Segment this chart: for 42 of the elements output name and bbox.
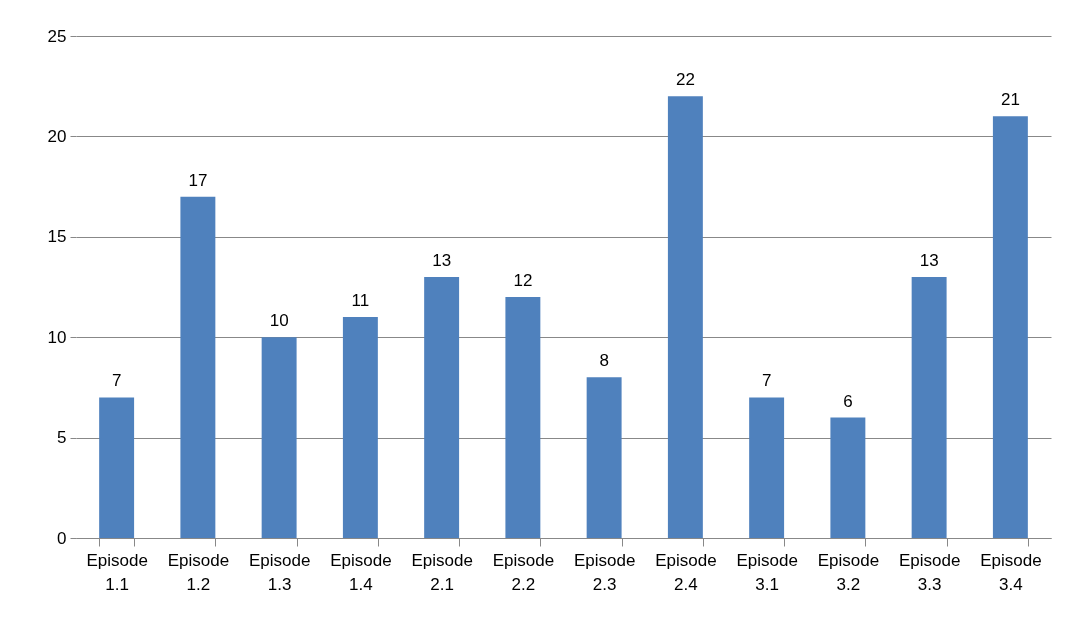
x-tick-label: Episode 1.2 <box>167 550 230 594</box>
x-tick-label: Episode 2.2 <box>492 550 555 594</box>
y-tick-label: 5 <box>57 428 67 448</box>
bar <box>586 377 622 538</box>
bar <box>749 397 785 538</box>
bar <box>505 297 541 538</box>
y-tick-label: 10 <box>47 327 67 347</box>
x-tick-label: Episode 3.3 <box>898 550 961 594</box>
bar <box>180 196 216 538</box>
x-tick-label: Episode 1.1 <box>86 550 148 594</box>
data-label: 11 <box>351 291 370 311</box>
data-label: 17 <box>188 170 208 190</box>
x-tick-label: Episode 2.1 <box>411 550 473 594</box>
data-label: 12 <box>513 271 533 291</box>
data-label: 6 <box>843 391 853 411</box>
y-tick-label: 0 <box>57 528 67 548</box>
data-label: 10 <box>269 311 289 331</box>
data-label: 22 <box>675 70 695 90</box>
x-tick-label: Episode 2.3 <box>573 550 636 594</box>
bar <box>667 96 703 538</box>
bar <box>342 317 378 538</box>
data-label: 8 <box>599 351 609 371</box>
y-tick-label: 15 <box>47 227 67 247</box>
bar <box>424 276 460 538</box>
x-tick-label: Episode 2.4 <box>655 550 717 594</box>
bar <box>911 276 947 538</box>
bar <box>261 337 297 538</box>
data-label: 13 <box>432 250 452 270</box>
y-tick-label: 25 <box>47 26 67 46</box>
x-tick-label: Episode 3.2 <box>817 550 880 594</box>
bar <box>99 397 135 538</box>
data-label: 21 <box>1000 90 1020 110</box>
data-label: 13 <box>919 250 939 270</box>
x-tick-label: Episode 1.4 <box>330 550 392 594</box>
bar <box>830 417 866 538</box>
x-tick-label: Episode 1.3 <box>248 550 311 594</box>
bar <box>992 116 1028 538</box>
x-tick-label: Episode 3.1 <box>736 550 798 594</box>
x-tick-label: Episode 3.4 <box>980 550 1042 594</box>
data-label: 7 <box>111 371 122 391</box>
data-label: 7 <box>761 371 772 391</box>
y-tick-label: 20 <box>47 126 67 146</box>
